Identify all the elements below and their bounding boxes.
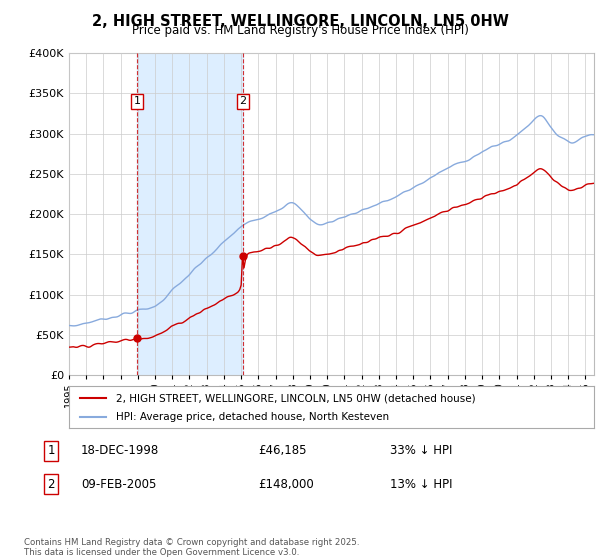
Text: 1: 1 xyxy=(47,444,55,458)
Text: 2, HIGH STREET, WELLINGORE, LINCOLN, LN5 0HW: 2, HIGH STREET, WELLINGORE, LINCOLN, LN5… xyxy=(92,14,508,29)
Text: £148,000: £148,000 xyxy=(258,478,314,491)
Text: Price paid vs. HM Land Registry's House Price Index (HPI): Price paid vs. HM Land Registry's House … xyxy=(131,24,469,37)
Text: 33% ↓ HPI: 33% ↓ HPI xyxy=(390,444,452,458)
Text: 13% ↓ HPI: 13% ↓ HPI xyxy=(390,478,452,491)
Text: 18-DEC-1998: 18-DEC-1998 xyxy=(81,444,159,458)
Text: HPI: Average price, detached house, North Kesteven: HPI: Average price, detached house, Nort… xyxy=(116,412,389,422)
Text: 2: 2 xyxy=(47,478,55,491)
Text: £46,185: £46,185 xyxy=(258,444,307,458)
Text: 1: 1 xyxy=(134,96,140,106)
Text: 09-FEB-2005: 09-FEB-2005 xyxy=(81,478,157,491)
Bar xyxy=(137,53,243,375)
Text: Contains HM Land Registry data © Crown copyright and database right 2025.
This d: Contains HM Land Registry data © Crown c… xyxy=(24,538,359,557)
Text: 2: 2 xyxy=(239,96,247,106)
Text: 2, HIGH STREET, WELLINGORE, LINCOLN, LN5 0HW (detached house): 2, HIGH STREET, WELLINGORE, LINCOLN, LN5… xyxy=(116,393,476,403)
